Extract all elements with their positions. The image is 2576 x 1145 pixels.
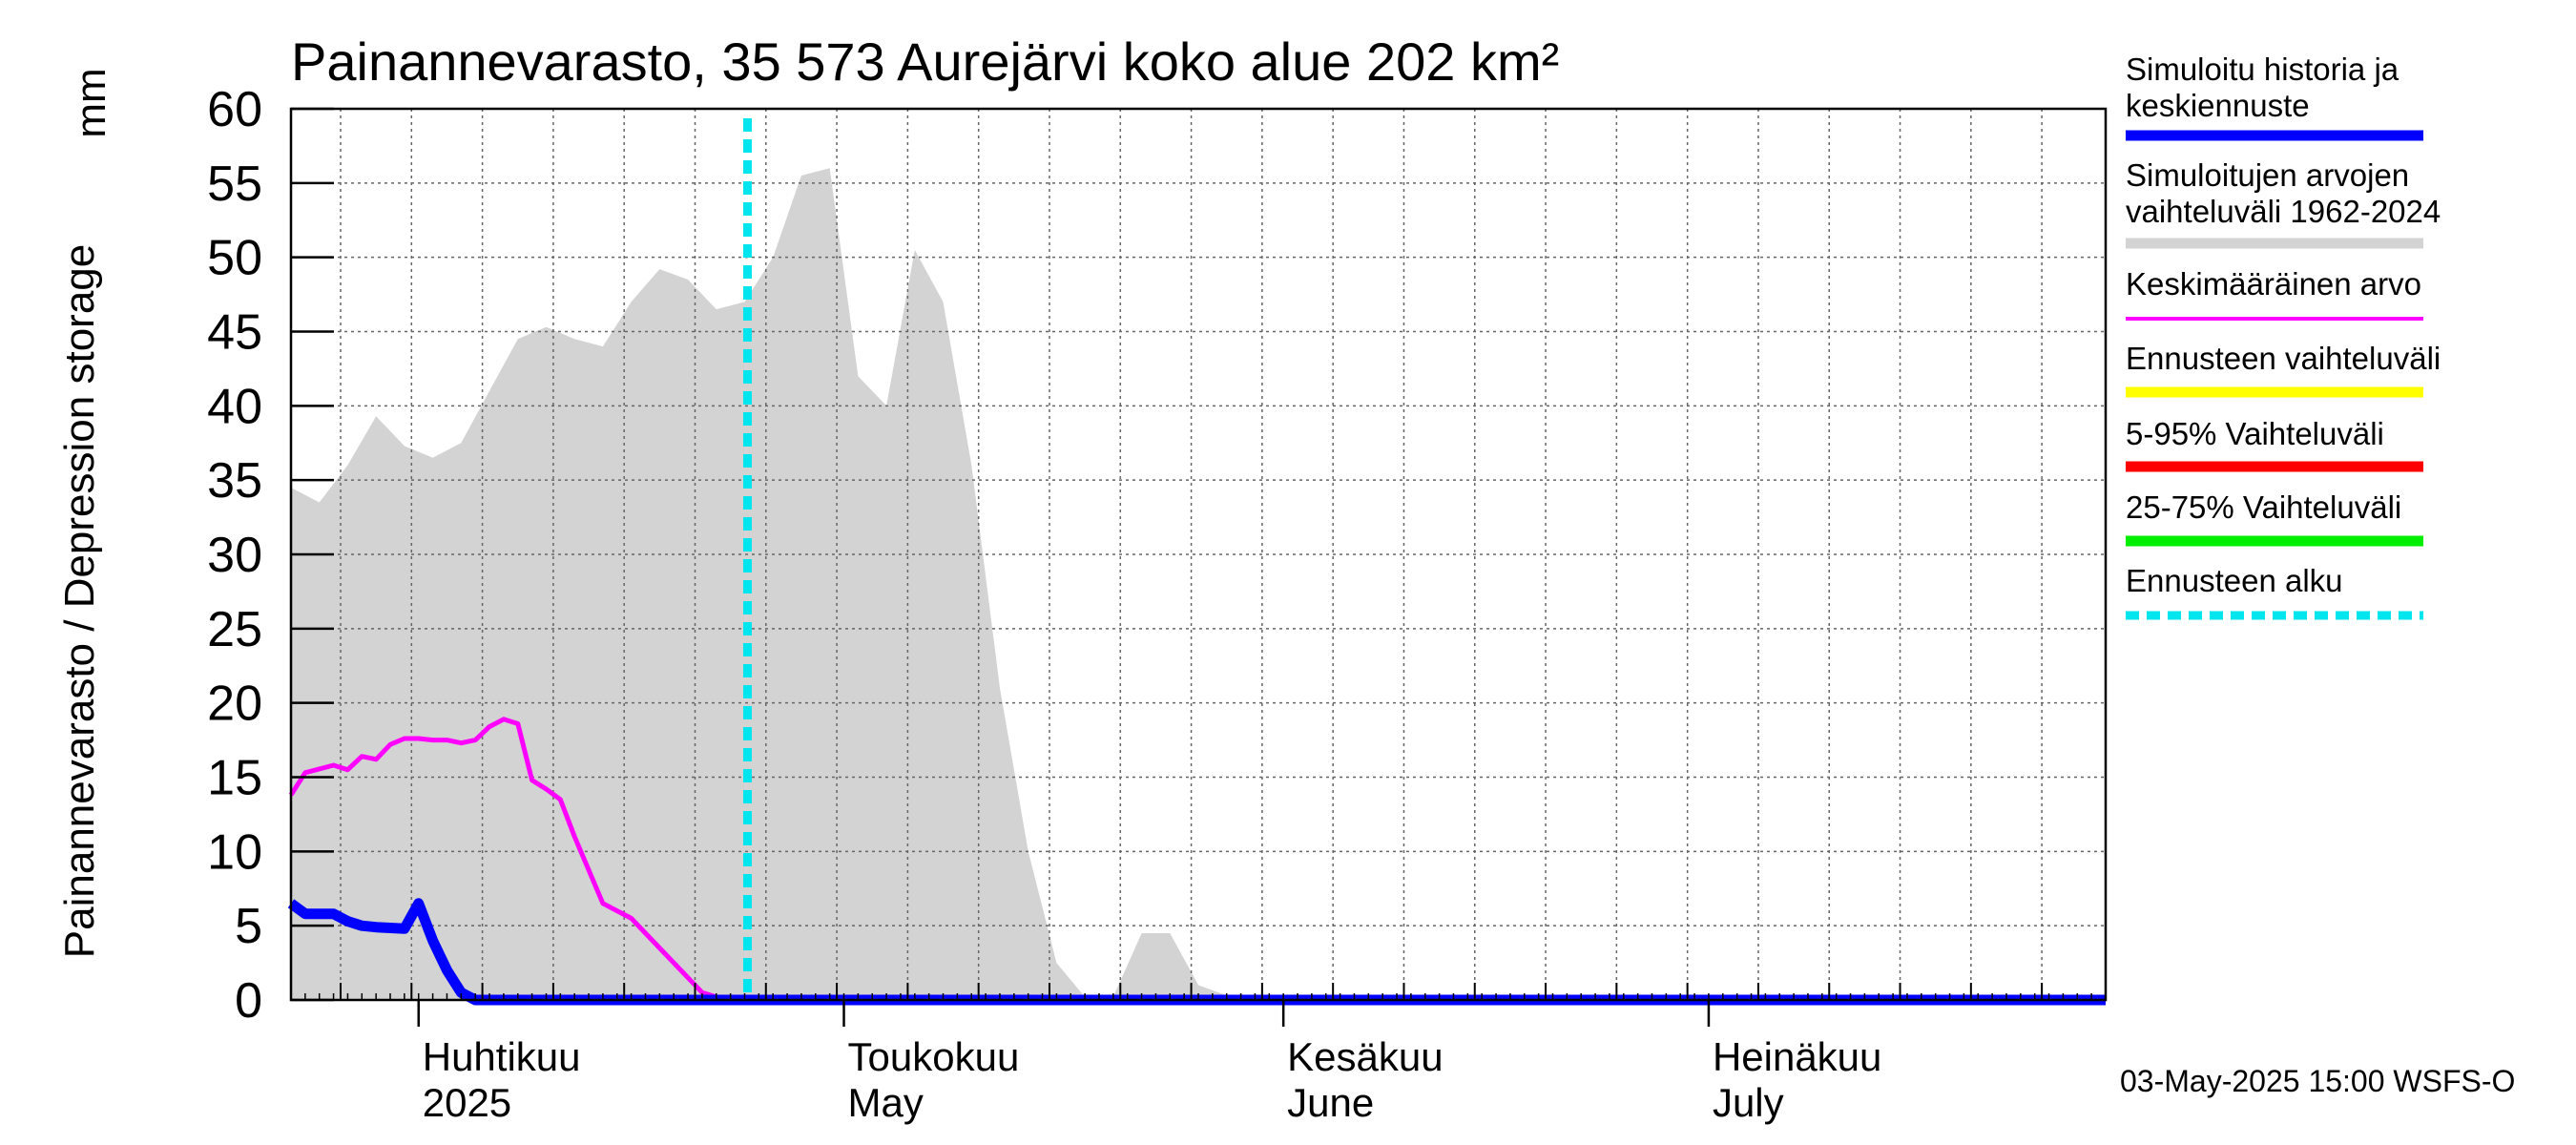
legend-entry: Ennusteen vaihteluväli bbox=[2126, 341, 2441, 398]
x-month-label: Heinäkuu bbox=[1713, 1034, 1881, 1079]
y-tick-label: 10 bbox=[207, 824, 262, 880]
grid-layer bbox=[291, 109, 2106, 1000]
legend-label: Ennusteen vaihteluväli bbox=[2126, 341, 2441, 376]
axes-layer: 051015202530354045505560Huhtikuu2025Touk… bbox=[207, 82, 2108, 1125]
legend-label: Keskimääräinen arvo bbox=[2126, 266, 2421, 302]
y-tick-label: 45 bbox=[207, 305, 262, 361]
x-month-sublabel: July bbox=[1713, 1080, 1784, 1125]
legend-entry: 5-95% Vaihteluväli bbox=[2126, 416, 2423, 472]
legend-entry: 25-75% Vaihteluväli bbox=[2126, 489, 2423, 547]
y-tick-label: 30 bbox=[207, 528, 262, 583]
x-month-label: Toukokuu bbox=[848, 1034, 1020, 1079]
legend-entry: Simuloitujen arvojen vaihteluväli 1962-20… bbox=[2126, 157, 2441, 249]
legend-entry: Ennusteen alku bbox=[2126, 563, 2423, 620]
legend-entry: Keskimääräinen arvo bbox=[2126, 266, 2423, 321]
y-tick-label: 55 bbox=[207, 156, 262, 212]
y-axis-label: Painannevarasto / Depression storage bbox=[56, 244, 103, 958]
legend-label: 25-75% Vaihteluväli bbox=[2126, 489, 2401, 525]
y-tick-label: 15 bbox=[207, 751, 262, 806]
x-month-sublabel: June bbox=[1287, 1080, 1374, 1125]
footer-timestamp: 03-May-2025 15:00 WSFS-O bbox=[2120, 1064, 2515, 1098]
y-tick-label: 50 bbox=[207, 231, 262, 286]
y-tick-label: 35 bbox=[207, 453, 262, 509]
y-tick-label: 40 bbox=[207, 379, 262, 434]
x-month-label: Kesäkuu bbox=[1287, 1034, 1443, 1079]
legend-label: Simuloitujen arvojen vaihteluväli 1962-20… bbox=[2126, 157, 2441, 229]
y-tick-label: 60 bbox=[207, 82, 262, 137]
chart-title: Painannevarasto, 35 573 Aurejärvi koko a… bbox=[291, 31, 1559, 92]
x-month-label: Huhtikuu bbox=[423, 1034, 581, 1079]
legend-label: Simuloitu historia ja keskiennuste bbox=[2126, 52, 2399, 123]
y-tick-label: 25 bbox=[207, 602, 262, 657]
legend-label: 5-95% Vaihteluväli bbox=[2126, 416, 2384, 451]
x-month-sublabel: May bbox=[848, 1080, 924, 1125]
y-tick-label: 0 bbox=[235, 973, 262, 1029]
legend: Simuloitu historia ja keskiennuste Simuloi… bbox=[2126, 52, 2441, 620]
x-month-sublabel: 2025 bbox=[423, 1080, 511, 1125]
y-tick-label: 5 bbox=[235, 899, 262, 954]
legend-entry: Simuloitu historia ja keskiennuste bbox=[2126, 52, 2423, 141]
legend-label: Ennusteen alku bbox=[2126, 563, 2343, 598]
y-unit-label: mm bbox=[68, 68, 114, 137]
y-tick-label: 20 bbox=[207, 677, 262, 732]
